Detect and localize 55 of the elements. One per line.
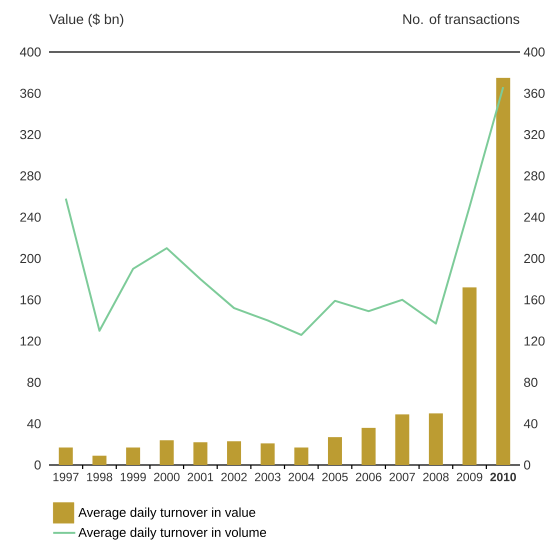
x-tick-label: 1998: [87, 472, 112, 482]
y2-tick-label: 120: [524, 336, 545, 346]
x-tick-label: 2010: [490, 472, 516, 482]
legend-label: Average daily turnover in value: [78, 507, 256, 520]
x-tick-label: 2003: [254, 472, 280, 482]
x-tick-label: 1997: [53, 472, 79, 482]
bar: [260, 443, 275, 465]
x-tick-label: 2005: [322, 472, 348, 482]
x-tick-label: 2002: [221, 472, 247, 482]
y2-tick-label: 200: [524, 254, 545, 264]
y2-tick-label: 40: [524, 419, 538, 428]
y2-axis-title: No. of transactions: [403, 14, 520, 24]
bar: [227, 441, 242, 465]
y-tick-label: 120: [20, 336, 41, 346]
line-series: [64, 86, 504, 336]
legend-label: Average daily turnover in volume: [78, 527, 266, 540]
y2-tick-label: 400: [524, 47, 545, 57]
y2-tick-label: 320: [524, 130, 545, 140]
y2-tick-label: 360: [524, 88, 545, 98]
y2-tick-label: 0: [524, 460, 530, 470]
x-tick-label: 2001: [188, 472, 214, 482]
y-tick-label: 80: [27, 378, 41, 387]
y-tick-label: 240: [20, 212, 41, 222]
x-tick-label: 2007: [390, 472, 415, 482]
y-tick-label: 280: [20, 171, 41, 180]
y2-tick-label: 240: [524, 212, 545, 222]
x-tick-label: 2006: [356, 472, 382, 482]
y-tick-label: 400: [20, 47, 41, 57]
y-tick-label: 200: [20, 254, 41, 264]
x-tick-label: 2000: [154, 472, 180, 482]
bar: [328, 437, 342, 465]
x-tick-label: 2004: [288, 472, 314, 482]
bar: [160, 440, 174, 465]
y-tick-label: 40: [27, 419, 41, 428]
bar: [462, 287, 477, 465]
bar: [193, 442, 208, 465]
y-tick-label: 160: [20, 295, 41, 304]
y2-tick-label: 80: [524, 378, 538, 387]
bar: [395, 414, 410, 465]
y-axis-title: Value ($ bn): [49, 14, 124, 27]
bar: [362, 428, 376, 465]
bar: [126, 447, 140, 465]
y-tick-label: 0: [34, 460, 41, 470]
bar: [58, 447, 73, 465]
y-tick-label: 360: [20, 88, 41, 98]
y-tick-label: 320: [20, 130, 41, 140]
y2-tick-label: 160: [524, 295, 545, 304]
bar: [428, 413, 443, 465]
bar: [92, 456, 106, 465]
x-tick-label: 1999: [120, 472, 146, 482]
bar: [496, 78, 510, 465]
x-tick-label: 2009: [456, 472, 482, 482]
y2-tick-label: 280: [524, 171, 545, 180]
bar: [294, 447, 308, 465]
x-tick-label: 2008: [423, 472, 449, 482]
